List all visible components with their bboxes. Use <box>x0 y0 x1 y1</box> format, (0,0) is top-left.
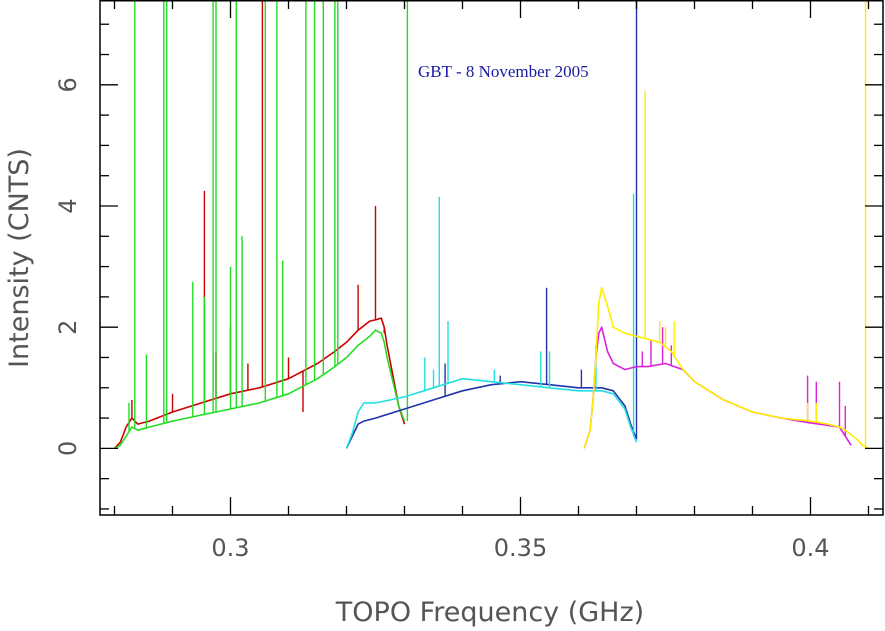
y-tick-label: 6 <box>54 77 82 92</box>
series-5-line <box>583 326 852 449</box>
series-4-line <box>345 377 638 449</box>
series-6-line <box>583 287 869 450</box>
y-tick-label: 2 <box>54 320 82 335</box>
axis-ticks <box>100 0 883 515</box>
plot-frame <box>99 0 884 516</box>
chart-annotation: GBT - 8 November 2005 <box>418 62 589 81</box>
series-2-line <box>114 329 406 450</box>
y-axis-label: Intensity (CNTS) <box>4 148 35 368</box>
x-axis-label: TOPO Frequency (GHz) <box>335 597 644 628</box>
x-tick-label: 0.35 <box>494 534 547 562</box>
y-tick-label: 0 <box>54 441 82 456</box>
series-2 <box>114 0 409 450</box>
x-tick-label: 0.4 <box>791 534 829 562</box>
series-4 <box>345 193 638 449</box>
series-5 <box>583 326 852 449</box>
series-1 <box>113 0 406 449</box>
x-tick-label: 0.3 <box>211 534 249 562</box>
series-layer <box>113 0 869 450</box>
series-6 <box>583 0 869 450</box>
y-tick-label: 4 <box>54 198 82 213</box>
tick-labels: 0.3 0.35 0.4 0 2 4 6 <box>54 77 830 562</box>
series-1-line <box>113 317 406 449</box>
